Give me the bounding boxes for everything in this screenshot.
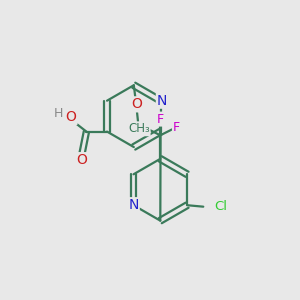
- Text: O: O: [131, 98, 142, 111]
- Text: N: N: [128, 198, 139, 212]
- Text: O: O: [66, 110, 76, 124]
- Text: N: N: [157, 94, 167, 108]
- Text: F: F: [140, 121, 148, 134]
- Text: F: F: [157, 112, 164, 126]
- Text: CH₃: CH₃: [128, 122, 150, 135]
- Text: O: O: [76, 153, 87, 167]
- Text: Cl: Cl: [214, 200, 227, 213]
- Text: F: F: [173, 121, 180, 134]
- Text: H: H: [54, 106, 63, 119]
